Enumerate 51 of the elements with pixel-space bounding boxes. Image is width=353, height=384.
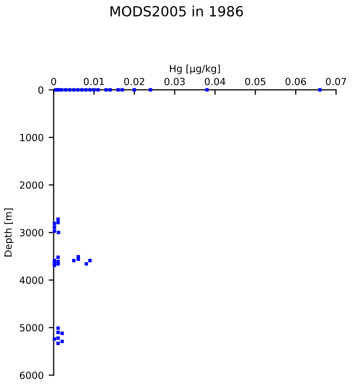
point (56, 217, 60, 221)
point (52, 226, 56, 229)
point (76, 257, 80, 261)
x-tick-label: 0.04 (204, 78, 226, 86)
point (80, 88, 84, 92)
point (56, 326, 60, 330)
point (56, 342, 60, 346)
point (56, 330, 60, 334)
point (52, 229, 56, 233)
point (120, 88, 124, 92)
point (56, 336, 60, 340)
point (318, 88, 322, 92)
point (72, 88, 76, 92)
x-tick-label: 0.02 (124, 78, 144, 86)
x-tick-label: 0.01 (84, 78, 104, 86)
y-tick-label: 6000 (20, 372, 44, 379)
point (104, 88, 108, 92)
x-tick-label: 0 (51, 78, 56, 86)
point (56, 262, 60, 266)
point (64, 88, 68, 92)
x-tick-label: 0.05 (245, 78, 266, 86)
y-axis-title: Depth [m] (4, 208, 14, 256)
point (56, 256, 60, 259)
point (205, 88, 209, 92)
point (92, 88, 96, 92)
y-tick-label: 5000 (20, 324, 44, 332)
point (108, 88, 112, 92)
x-tick-label: 0.06 (286, 78, 306, 86)
point (56, 220, 60, 224)
x-axis-title: Hg [µg/kg] (170, 64, 220, 74)
point (84, 262, 88, 266)
point (76, 88, 80, 92)
chart-title: MODS2005 in 1986 (110, 6, 243, 17)
point (88, 88, 92, 92)
point (68, 88, 72, 92)
y-tick-label: 3000 (20, 228, 44, 236)
y-tick-label: 2000 (20, 181, 44, 189)
y-tick-label: 1000 (20, 134, 44, 142)
y-tick-label: 0 (38, 86, 44, 94)
point (72, 258, 76, 262)
point (60, 340, 64, 344)
point (96, 88, 100, 92)
x-tick-label: 0.07 (326, 78, 346, 86)
y-tick-label: 4000 (20, 276, 44, 284)
x-tick-label: 0.03 (164, 78, 185, 86)
point (132, 88, 136, 92)
point (88, 258, 92, 262)
point (84, 88, 88, 92)
point (148, 88, 152, 92)
point (116, 88, 120, 92)
point (60, 332, 64, 336)
